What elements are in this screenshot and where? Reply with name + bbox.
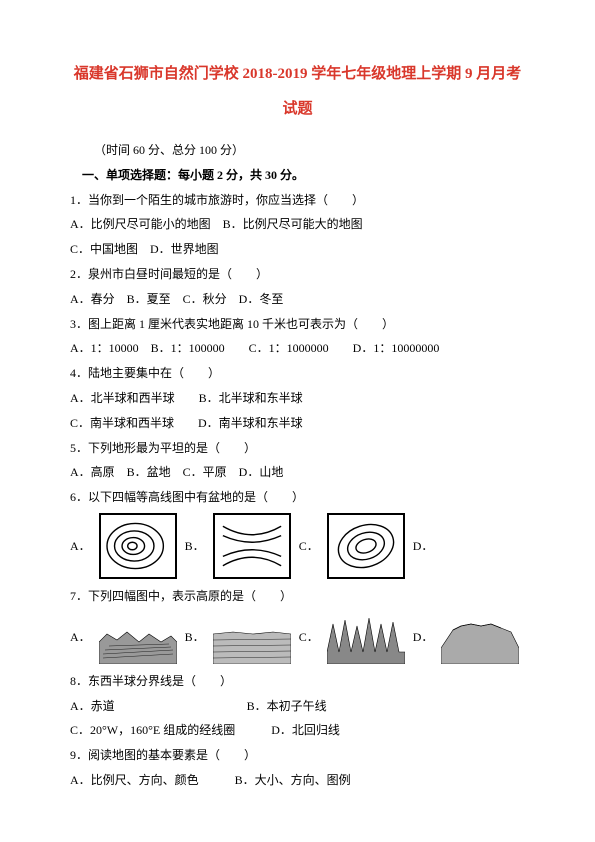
q6-label-b: B． bbox=[185, 535, 205, 558]
q7-label-d: D． bbox=[413, 626, 434, 649]
landscape-a bbox=[99, 612, 177, 664]
q3-stem: 3．图上距离 1 厘米代表实地距离 10 千米也可表示为（ ） bbox=[70, 313, 525, 336]
q8-opts-row1: A．赤道 B．本初子午线 bbox=[70, 695, 525, 718]
q6-label-a: A． bbox=[70, 535, 91, 558]
exam-info: （时间 60 分、总分 100 分） bbox=[70, 139, 525, 162]
q2-stem: 2．泉州市白昼时间最短的是（ ） bbox=[70, 263, 525, 286]
q7-stem: 7．下列四幅图中，表示高原的是（ ） bbox=[70, 585, 525, 608]
q7-label-b: B． bbox=[185, 626, 205, 649]
q7-figure-row: A． B． C． D． bbox=[70, 612, 525, 664]
q4-opts-row2: C．南半球和西半球 D．南半球和东半球 bbox=[70, 412, 525, 435]
q7-label-a: A． bbox=[70, 626, 91, 649]
landscape-c bbox=[327, 612, 405, 664]
q1-opts-row1: A．比例尺尽可能小的地图 B．比例尺尽可能大的地图 bbox=[70, 213, 525, 236]
q9-stem: 9．阅读地图的基本要素是（ ） bbox=[70, 744, 525, 767]
q1-opts-row2: C．中国地图 D．世界地图 bbox=[70, 238, 525, 261]
q6-figure-row: A． B． C． D． bbox=[70, 513, 525, 579]
q5-stem: 5．下列地形最为平坦的是（ ） bbox=[70, 437, 525, 460]
q4-opts-row1: A．北半球和西半球 B．北半球和东半球 bbox=[70, 387, 525, 410]
title-line-1: 福建省石狮市自然门学校 2018-2019 学年七年级地理上学期 9 月月考 bbox=[70, 60, 525, 89]
q2-opts: A．春分 B．夏至 C．秋分 D．冬至 bbox=[70, 288, 525, 311]
q3-opts: A．1：10000 B．1：100000 C．1：1000000 D．1：100… bbox=[70, 337, 525, 360]
q8-opts-row2: C．20°W，160°E 组成的经线圈 D．北回归线 bbox=[70, 719, 525, 742]
contour-diagram-c bbox=[327, 513, 405, 579]
landscape-d bbox=[441, 612, 519, 664]
contour-diagram-a bbox=[99, 513, 177, 579]
q6-stem: 6．以下四幅等高线图中有盆地的是（ ） bbox=[70, 486, 525, 509]
q5-opts: A．高原 B．盆地 C．平原 D．山地 bbox=[70, 461, 525, 484]
q4-stem: 4．陆地主要集中在（ ） bbox=[70, 362, 525, 385]
q9-opts: A．比例尺、方向、颜色 B．大小、方向、图例 bbox=[70, 769, 525, 792]
contour-diagram-b bbox=[213, 513, 291, 579]
landscape-b bbox=[213, 612, 291, 664]
q6-label-c: C． bbox=[299, 535, 319, 558]
q1-stem: 1．当你到一个陌生的城市旅游时，你应当选择（ ） bbox=[70, 189, 525, 212]
q8-stem: 8．东西半球分界线是（ ） bbox=[70, 670, 525, 693]
q6-label-d: D． bbox=[413, 535, 434, 558]
title-line-2: 试题 bbox=[70, 95, 525, 124]
q7-label-c: C． bbox=[299, 626, 319, 649]
section-heading: 一、单项选择题：每小题 2 分，共 30 分。 bbox=[70, 164, 525, 187]
